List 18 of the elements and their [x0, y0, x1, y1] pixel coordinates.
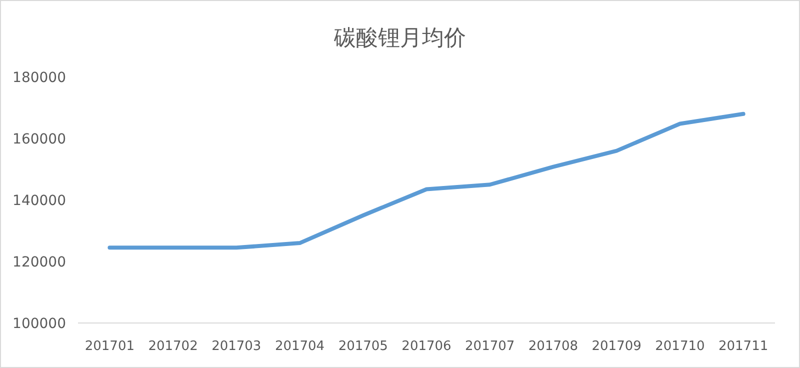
y-tick-label: 160000 — [12, 131, 66, 148]
chart-title: 碳酸锂月均价 — [333, 26, 466, 51]
y-tick-label: 180000 — [12, 70, 66, 86]
x-tick-label: 201705 — [338, 339, 388, 354]
x-tick-label: 201701 — [84, 339, 134, 354]
x-tick-label: 201708 — [528, 339, 578, 354]
y-tick-label: 100000 — [12, 316, 66, 332]
x-tick-label: 201702 — [148, 339, 198, 354]
x-tick-label: 201711 — [718, 339, 768, 354]
x-tick-label: 201709 — [592, 339, 642, 354]
y-tick-label: 140000 — [12, 192, 66, 209]
line-series — [108, 112, 746, 250]
x-tick-label: 201704 — [274, 339, 325, 354]
x-tick-label: 201703 — [212, 339, 262, 354]
x-tick-label: 201707 — [465, 339, 515, 354]
y-tick-label: 120000 — [12, 254, 66, 270]
x-tick-label: 201710 — [655, 339, 705, 354]
x-tick-label: 201706 — [402, 339, 452, 354]
